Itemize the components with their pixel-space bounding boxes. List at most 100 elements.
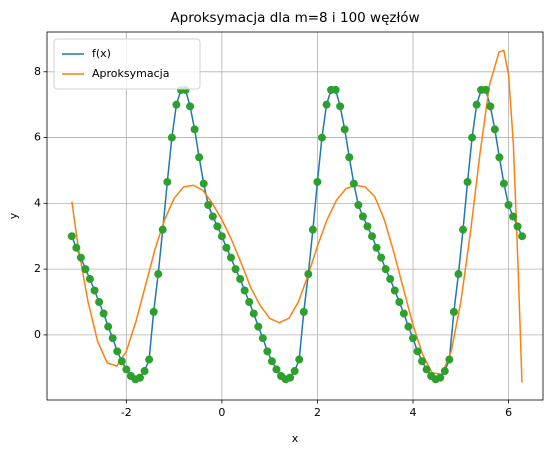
node-marker: [308, 225, 317, 234]
node-marker: [345, 153, 354, 162]
node-marker: [436, 373, 445, 382]
node-marker: [208, 212, 217, 221]
node-marker: [336, 102, 345, 111]
y-tick-label: 2: [34, 262, 41, 275]
node-marker: [331, 85, 340, 94]
node-marker: [290, 367, 299, 376]
node-marker: [295, 355, 304, 364]
series-line: [71, 89, 523, 381]
node-marker: [158, 225, 167, 234]
node-marker: [463, 177, 472, 186]
node-marker: [317, 133, 326, 142]
node-marker: [213, 222, 222, 231]
node-marker: [263, 347, 272, 356]
y-tick-label: 4: [34, 196, 41, 209]
node-marker: [449, 307, 458, 316]
node-marker: [386, 274, 395, 283]
x-tick-label: 0: [218, 406, 225, 419]
node-marker: [195, 153, 204, 162]
node-marker: [340, 125, 349, 134]
node-marker: [286, 373, 295, 382]
node-marker: [513, 222, 522, 231]
node-marker: [368, 232, 377, 241]
node-marker: [117, 357, 126, 366]
node-marker: [140, 367, 149, 376]
node-marker: [349, 179, 358, 188]
node-marker: [217, 232, 226, 241]
plot-frame: [46, 31, 544, 401]
node-marker: [226, 253, 235, 262]
node-marker: [313, 177, 322, 186]
node-marker: [249, 309, 258, 318]
node-marker: [222, 243, 231, 252]
node-marker: [390, 286, 399, 295]
node-marker: [99, 309, 108, 318]
legend-label: Aproksymacja: [92, 67, 169, 80]
node-marker: [354, 200, 363, 209]
legend: f(x) Aproksymacja: [53, 38, 201, 90]
x-tick-label: 4: [410, 406, 417, 419]
node-marker: [422, 365, 431, 374]
node-marker: [108, 334, 117, 343]
node-marker: [149, 307, 158, 316]
node-marker: [509, 212, 518, 221]
node-marker: [272, 365, 281, 374]
node-marker: [186, 102, 195, 111]
node-marker: [363, 222, 372, 231]
node-marker: [454, 270, 463, 279]
node-marker: [113, 347, 122, 356]
x-tick-label: 6: [505, 406, 512, 419]
node-marker: [518, 232, 527, 241]
node-marker: [85, 274, 94, 283]
legend-label: f(x): [92, 47, 111, 60]
y-axis-label: y: [7, 212, 20, 219]
node-marker: [72, 243, 81, 252]
node-marker: [245, 297, 254, 306]
node-marker: [486, 102, 495, 111]
node-marker: [381, 265, 390, 274]
node-marker: [163, 177, 172, 186]
node-marker: [172, 100, 181, 109]
node-marker: [236, 274, 245, 283]
node-marker: [104, 322, 113, 331]
node-marker: [199, 179, 208, 188]
node-marker: [135, 373, 144, 382]
node-marker: [167, 133, 176, 142]
y-tick-label: 6: [34, 131, 41, 144]
node-marker: [81, 265, 90, 274]
node-marker: [204, 200, 213, 209]
node-marker: [418, 357, 427, 366]
x-tick-label: 2: [314, 406, 321, 419]
y-tick-label: 8: [34, 65, 41, 78]
node-marker: [304, 270, 313, 279]
node-marker: [190, 125, 199, 134]
legend-box: [53, 38, 201, 90]
node-marker: [76, 253, 85, 262]
node-marker: [481, 85, 490, 94]
node-marker: [499, 179, 508, 188]
chart-title: Aproksymacja dla m=8 i 100 węzłów: [170, 10, 419, 26]
node-marker: [231, 265, 240, 274]
x-tick-label: -2: [121, 406, 132, 419]
x-axis-label: x: [292, 432, 299, 445]
node-marker: [95, 297, 104, 306]
node-marker: [413, 347, 422, 356]
node-marker: [440, 367, 449, 376]
node-marker: [267, 357, 276, 366]
node-marker: [459, 225, 468, 234]
node-marker: [90, 286, 99, 295]
node-marker: [67, 232, 76, 241]
node-marker: [145, 355, 154, 364]
node-marker: [468, 133, 477, 142]
node-marker: [495, 153, 504, 162]
node-marker: [254, 322, 263, 331]
node-marker: [472, 100, 481, 109]
node-marker: [399, 309, 408, 318]
node-marker: [358, 212, 367, 221]
node-marker: [445, 355, 454, 364]
node-marker: [504, 200, 513, 209]
node-marker: [258, 334, 267, 343]
node-marker: [395, 297, 404, 306]
node-marker: [240, 286, 249, 295]
